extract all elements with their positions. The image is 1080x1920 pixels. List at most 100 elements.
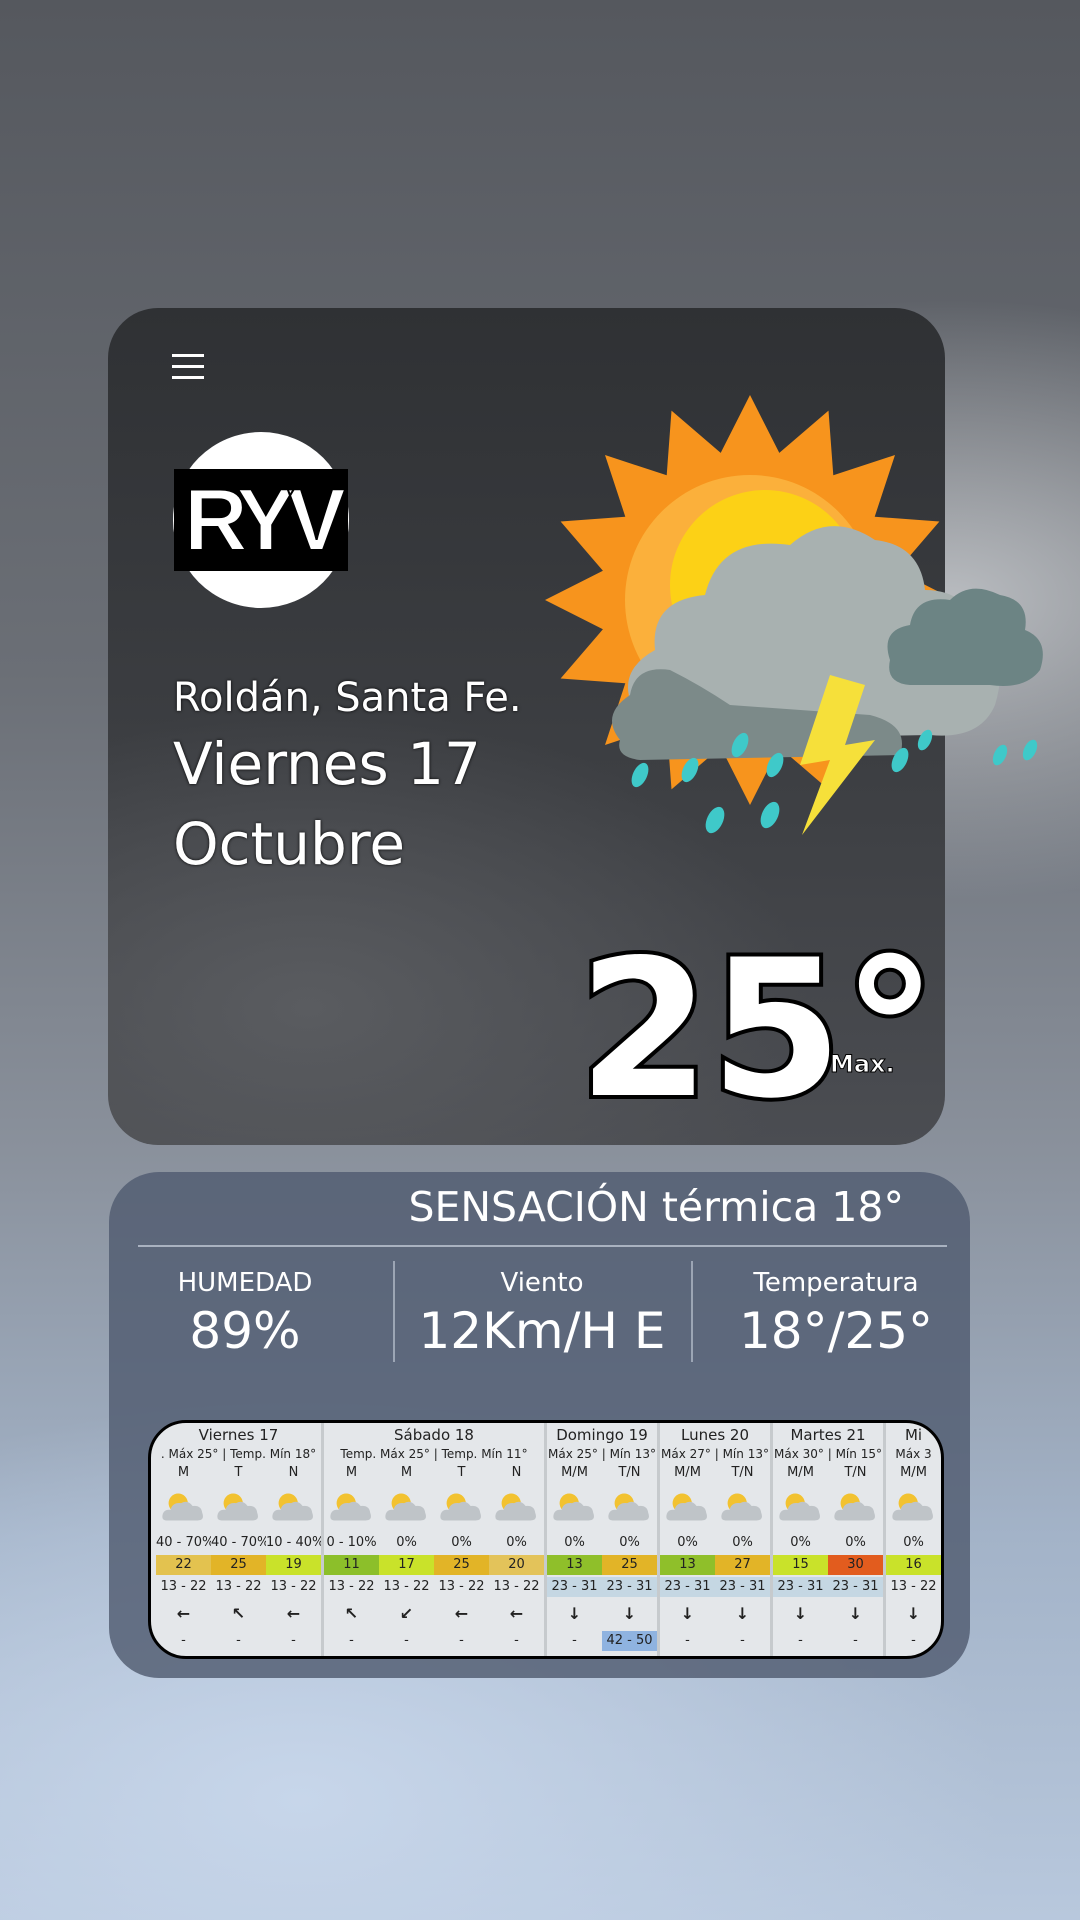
- day-name: Domingo 19: [556, 1426, 648, 1444]
- period-icon: [382, 1487, 430, 1527]
- wind: 13 - 22: [438, 1579, 485, 1594]
- gust: -: [236, 1633, 241, 1648]
- day-summary: Temp. Máx 25° | Temp. Mín 11°: [340, 1447, 528, 1461]
- period-label: T: [234, 1465, 243, 1480]
- rain: 40 - 70%: [211, 1535, 266, 1550]
- date-month: Octubre: [173, 810, 406, 878]
- period-label: N: [511, 1465, 522, 1480]
- rain: 10 - 40%: [266, 1535, 321, 1550]
- temp: 27: [715, 1555, 770, 1575]
- wind-direction: ↓: [793, 1604, 808, 1623]
- wind-direction: ←: [454, 1604, 469, 1623]
- wind-direction: ↓: [567, 1604, 582, 1623]
- period-label: N: [288, 1465, 299, 1480]
- logo: RYV: [173, 432, 349, 608]
- day-name: Lunes 20: [680, 1426, 749, 1444]
- stat-label: HUMEDAD: [177, 1268, 313, 1298]
- rain: 0%: [903, 1535, 924, 1550]
- period-label: M/M: [561, 1465, 588, 1480]
- temp: 25: [211, 1555, 266, 1575]
- period-icon: [605, 1487, 653, 1527]
- menu-button[interactable]: [172, 354, 204, 380]
- gust: -: [459, 1633, 464, 1648]
- day-summary: Máx 30° | Mín 15°: [774, 1447, 882, 1461]
- weather-icon: [545, 395, 1043, 835]
- wind-direction: ↓: [735, 1604, 750, 1623]
- period-icon: [214, 1487, 262, 1527]
- temp: 13: [547, 1555, 602, 1575]
- rain: 0%: [845, 1535, 866, 1550]
- period-label: T: [457, 1465, 466, 1480]
- period-label: M: [400, 1465, 413, 1480]
- wind-direction: ←: [509, 1604, 524, 1623]
- day-summary: . Máx 25° | Temp. Mín 18°: [160, 1447, 317, 1461]
- feels-like: SENSACIÓN térmica 18°: [408, 1183, 904, 1231]
- wind-direction: ↓: [848, 1604, 863, 1623]
- day-separator: [657, 1423, 660, 1656]
- day-summary: Máx 3: [895, 1447, 932, 1461]
- period-icon: [776, 1487, 824, 1527]
- gust: -: [798, 1633, 803, 1648]
- divider: [393, 1261, 395, 1362]
- stat-value: 12Km/H E: [418, 1302, 666, 1360]
- period-icon: [327, 1487, 375, 1527]
- wind: 23 - 31: [773, 1577, 828, 1597]
- wind-direction: ↖: [231, 1604, 246, 1623]
- period-label: M/M: [674, 1465, 701, 1480]
- wind: 13 - 22: [890, 1579, 937, 1594]
- period-label: M: [177, 1465, 190, 1480]
- period-icon: [663, 1487, 711, 1527]
- period-icon: [437, 1487, 485, 1527]
- date-day: Viernes 17: [173, 730, 481, 798]
- day-summary: Máx 25° | Mín 13°: [548, 1447, 656, 1461]
- period-icon: [269, 1487, 317, 1527]
- period-icon: [718, 1487, 766, 1527]
- rain: 0%: [564, 1535, 585, 1550]
- wind-direction: ↖: [344, 1604, 359, 1623]
- temp: 17: [379, 1555, 434, 1575]
- forecast-table: Viernes 17 . Máx 25° | Temp. Mín 18° M 40 -…: [148, 1420, 944, 1659]
- temp: 25: [434, 1555, 489, 1575]
- wind: 13 - 22: [493, 1579, 540, 1594]
- wind-direction: ←: [176, 1604, 191, 1623]
- rain: 0%: [619, 1535, 640, 1550]
- stat-value: 18°/25°: [738, 1302, 934, 1360]
- gust: -: [404, 1633, 409, 1648]
- wind: 13 - 22: [328, 1579, 375, 1594]
- rain: 0%: [396, 1535, 417, 1550]
- wind: 23 - 31: [828, 1577, 883, 1597]
- period-icon: [889, 1487, 937, 1527]
- gust: -: [911, 1633, 916, 1648]
- gust: -: [349, 1633, 354, 1648]
- temp: 13: [660, 1555, 715, 1575]
- wind: 13 - 22: [215, 1579, 262, 1594]
- rain: 40 - 70%: [156, 1535, 211, 1550]
- day-separator: [770, 1423, 773, 1656]
- day-separator: [883, 1423, 886, 1656]
- wind-direction: ←: [286, 1604, 301, 1623]
- gust: -: [514, 1633, 519, 1648]
- day-summary: Máx 27° | Mín 13°: [661, 1447, 769, 1461]
- stat-label: Viento: [500, 1268, 584, 1298]
- stat-value: 89%: [189, 1302, 301, 1360]
- divider: [691, 1261, 693, 1362]
- period-icon: [831, 1487, 879, 1527]
- temp: 22: [156, 1555, 211, 1575]
- temp: 16: [886, 1555, 941, 1575]
- gust: -: [572, 1633, 577, 1648]
- wind: 23 - 31: [715, 1577, 770, 1597]
- gust: -: [685, 1633, 690, 1648]
- temp: 11: [324, 1555, 379, 1575]
- gust: -: [181, 1633, 186, 1648]
- day-separator: [544, 1423, 547, 1656]
- temp: 15: [773, 1555, 828, 1575]
- gust: -: [853, 1633, 858, 1648]
- day-separator: [321, 1423, 324, 1656]
- day-name: Martes 21: [790, 1426, 866, 1444]
- temperature: 25°: [574, 919, 941, 1140]
- rain: 0%: [506, 1535, 527, 1550]
- wind: 23 - 31: [660, 1577, 715, 1597]
- temp: 30: [828, 1555, 883, 1575]
- wind-direction: ↓: [680, 1604, 695, 1623]
